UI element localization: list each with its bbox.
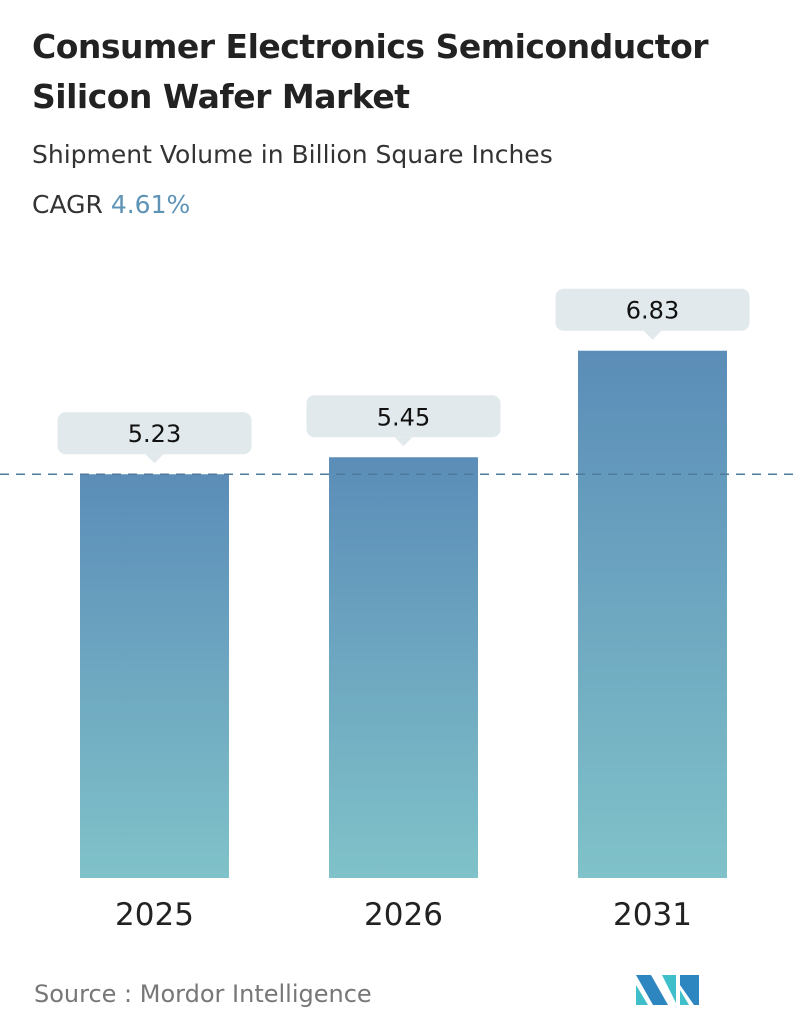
cagr-value: 4.61% — [110, 190, 191, 219]
bar-2031 — [578, 350, 727, 878]
title-line-1: Consumer Electronics Semiconductor — [32, 27, 709, 66]
chart-subtitle: Shipment Volume in Billion Square Inches — [32, 140, 553, 169]
data-label-box — [57, 412, 252, 455]
data-label: 5.23 — [128, 420, 181, 448]
data-label-box — [555, 288, 750, 331]
cagr-label: CAGR — [32, 190, 103, 219]
data-label: 5.45 — [377, 403, 430, 431]
cagr: CAGR 4.61% — [32, 190, 190, 219]
data-label-pointer — [145, 454, 164, 464]
x-tick-label: 2026 — [364, 897, 443, 933]
chart-title: Consumer Electronics Semiconductor Silic… — [32, 22, 709, 122]
data-label-pointer — [643, 330, 662, 340]
data-label: 6.83 — [626, 297, 679, 325]
data-label-pointer — [394, 437, 413, 447]
bar-2025 — [80, 474, 229, 878]
source-text: Source : Mordor Intelligence — [34, 980, 372, 1008]
bar-2026 — [329, 457, 478, 878]
x-tick-label: 2025 — [115, 897, 194, 933]
x-tick-label: 2031 — [613, 897, 692, 933]
title-line-2: Silicon Wafer Market — [32, 77, 410, 116]
data-label-box — [306, 395, 501, 438]
